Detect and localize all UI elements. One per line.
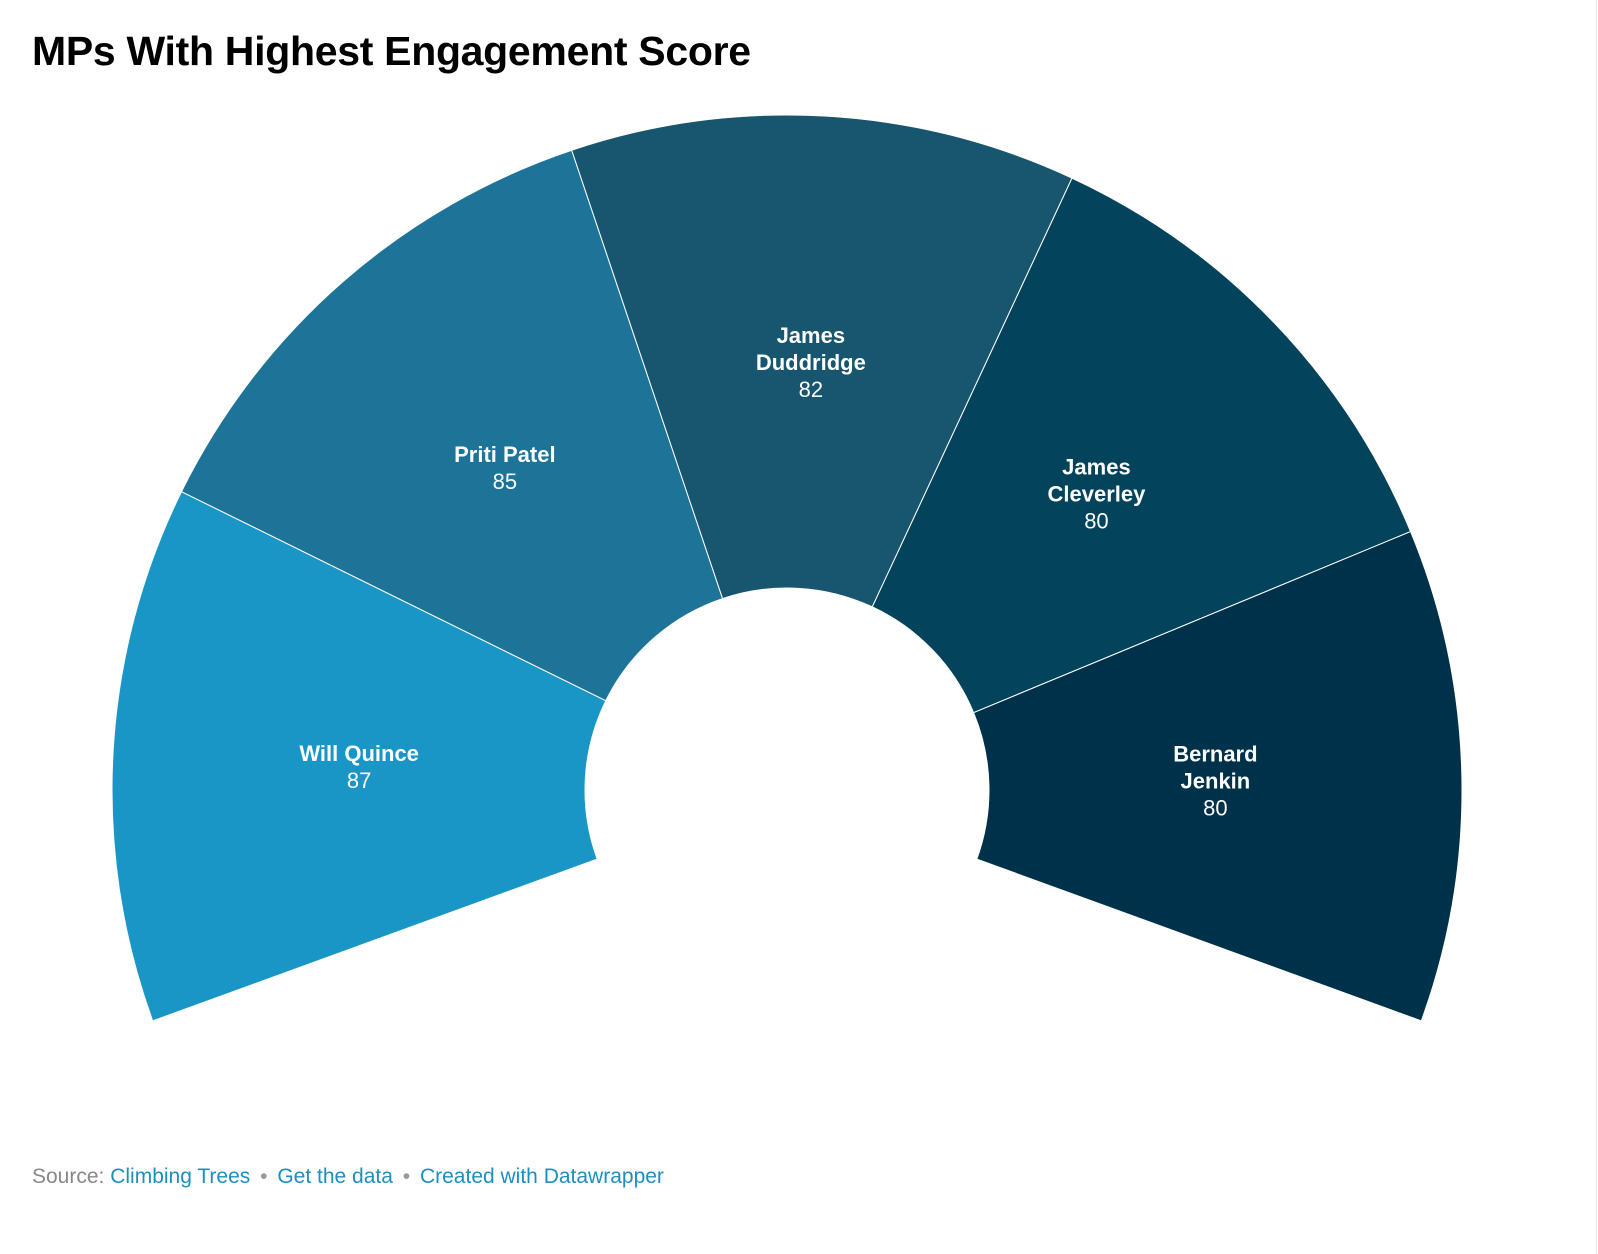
slice-james-cleverley[interactable] xyxy=(871,177,1412,714)
slice-label-name: Priti Patel xyxy=(454,442,555,467)
chart-title: MPs With Highest Engagement Score xyxy=(32,28,751,74)
datawrapper-link[interactable]: Created with Datawrapper xyxy=(419,1165,664,1188)
chart-footer: Source: Climbing Trees • Get the data • … xyxy=(32,1165,664,1189)
slice-james-duddridge[interactable] xyxy=(571,114,1073,608)
slice-label-value: 85 xyxy=(493,469,517,494)
source-prefix: Source: xyxy=(32,1165,105,1188)
slice-label-value: 80 xyxy=(1084,509,1108,534)
slice-will-quince[interactable] xyxy=(111,490,607,1022)
slice-label-name: Jenkin xyxy=(1181,769,1251,794)
slice-label-name: James xyxy=(1062,455,1131,480)
slice-label-name: James xyxy=(777,323,846,348)
slice-priti-patel[interactable] xyxy=(180,149,724,702)
slice-label-name: Will Quince xyxy=(299,741,419,766)
slice-bernard-jenkin[interactable] xyxy=(972,530,1463,1022)
slice-label-value: 82 xyxy=(799,377,823,402)
source-link[interactable]: Climbing Trees xyxy=(110,1165,251,1188)
slice-label-name: Cleverley xyxy=(1048,482,1147,507)
slice-label-value: 87 xyxy=(347,768,371,793)
slice-label-value: 80 xyxy=(1203,796,1227,821)
slice-label-name: Bernard xyxy=(1173,742,1257,767)
footer-separator: • xyxy=(402,1165,411,1188)
slice-label-name: Duddridge xyxy=(756,350,866,375)
footer-separator: • xyxy=(260,1165,268,1188)
get-data-link[interactable]: Get the data xyxy=(277,1165,393,1188)
